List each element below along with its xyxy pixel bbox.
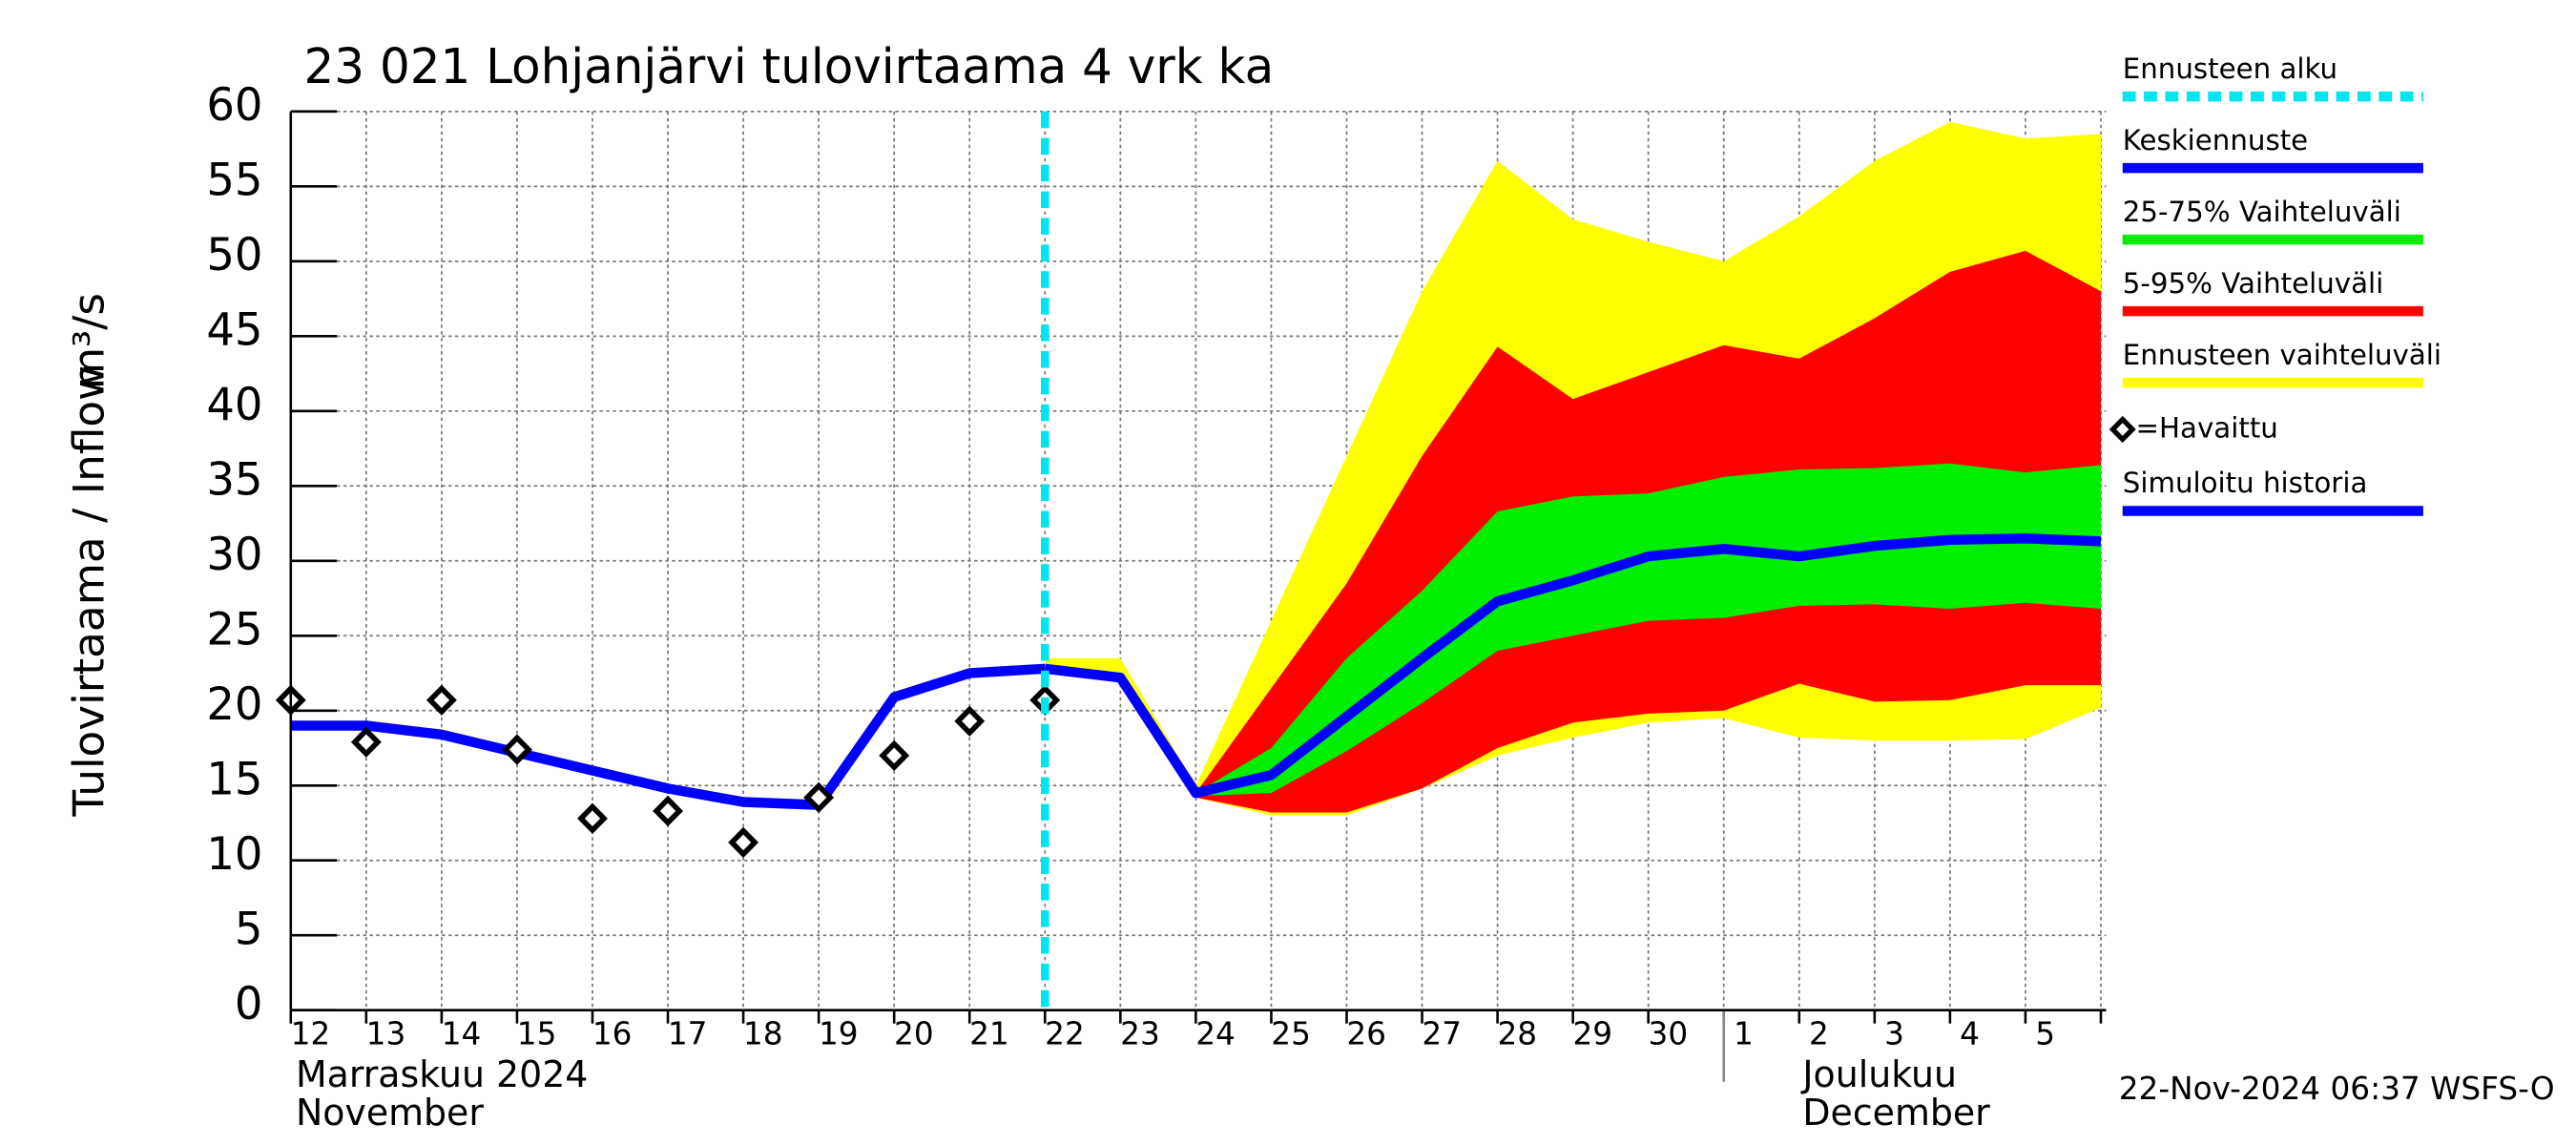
x-tick-label: 25	[1271, 1014, 1311, 1051]
month-label-en: December	[1802, 1092, 1990, 1134]
x-tick-label: 29	[1573, 1014, 1613, 1051]
y-tick-label: 30	[206, 530, 262, 581]
x-tick-label: 4	[1960, 1014, 1980, 1051]
plot	[275, 111, 2102, 1010]
observed-marker	[954, 705, 986, 737]
x-tick-label: 1	[1734, 1014, 1754, 1051]
x-tick-label: 14	[442, 1014, 482, 1051]
x-tick-label: 28	[1497, 1014, 1537, 1051]
observed-marker	[653, 795, 683, 827]
legend-label: Keskiennuste	[2123, 124, 2308, 156]
x-tick-label: 18	[743, 1014, 783, 1051]
month-label: Marraskuu 2024	[296, 1053, 588, 1095]
x-tick-label: 2	[1809, 1014, 1829, 1051]
y-tick-label: 20	[206, 679, 262, 731]
x-tick-label: 27	[1422, 1014, 1462, 1051]
x-tick-label: 17	[668, 1014, 708, 1051]
x-tick-label: 13	[366, 1014, 406, 1051]
legend-label: 5-95% Vaihteluväli	[2123, 267, 2384, 300]
x-tick-label: 23	[1120, 1014, 1160, 1051]
legend-label: 25-75% Vaihteluväli	[2123, 196, 2401, 228]
x-tick-label: 21	[969, 1014, 1009, 1051]
x-tick-label: 3	[1884, 1014, 1904, 1051]
y-axis-label: Tulovirtaama / Inflow	[64, 365, 114, 818]
x-tick-label: 24	[1195, 1014, 1236, 1051]
legend-label: Simuloitu historia	[2123, 467, 2368, 499]
legend-label: =Havaittu	[2136, 411, 2278, 444]
y-tick-label: 55	[206, 155, 262, 206]
observed-marker	[879, 739, 910, 772]
x-tick-label: 12	[291, 1014, 331, 1051]
observed-marker	[803, 781, 835, 813]
observed-marker	[728, 826, 759, 859]
y-tick-label: 35	[206, 454, 262, 506]
observed-marker	[426, 684, 457, 716]
x-tick-label: 16	[592, 1014, 633, 1051]
y-tick-label: 45	[206, 304, 262, 356]
timestamp: 22-Nov-2024 06:37 WSFS-O	[2119, 1070, 2555, 1107]
observed-marker	[577, 802, 608, 834]
y-tick-label: 60	[206, 80, 262, 132]
x-tick-label: 30	[1649, 1014, 1689, 1051]
x-tick-label: 15	[517, 1014, 557, 1051]
y-tick-label: 40	[206, 380, 262, 431]
y-axis-unit: m³/s	[64, 293, 114, 389]
y-tick-label: 15	[206, 754, 262, 805]
series-line	[290, 663, 1046, 810]
x-tick-label: 5	[2035, 1014, 2055, 1051]
legend-label: Ennusteen vaihteluväli	[2123, 339, 2441, 371]
x-tick-label: 19	[819, 1014, 859, 1051]
x-tick-label: 20	[894, 1014, 934, 1051]
legend-marker	[2109, 415, 2136, 444]
y-tick-label: 50	[206, 230, 262, 281]
chart-title: 23 021 Lohjanjärvi tulovirtaama 4 vrk ka	[304, 38, 1275, 94]
x-tick-label: 22	[1045, 1014, 1085, 1051]
series-line	[1044, 533, 2102, 799]
observed-marker	[501, 734, 532, 765]
y-tick-label: 0	[235, 979, 263, 1030]
observed-marker	[350, 726, 382, 758]
legend-label: Ennusteen alku	[2123, 52, 2337, 85]
y-tick-label: 25	[206, 604, 262, 656]
y-tick-label: 10	[206, 829, 262, 881]
x-tick-label: 26	[1346, 1014, 1386, 1051]
month-label-en: November	[296, 1092, 484, 1134]
legend: Ennusteen alku Keskiennuste 25-75% Vaihtel…	[2109, 52, 2441, 516]
month-label: Joulukuu	[1800, 1053, 1957, 1095]
y-tick-label: 5	[235, 904, 263, 955]
